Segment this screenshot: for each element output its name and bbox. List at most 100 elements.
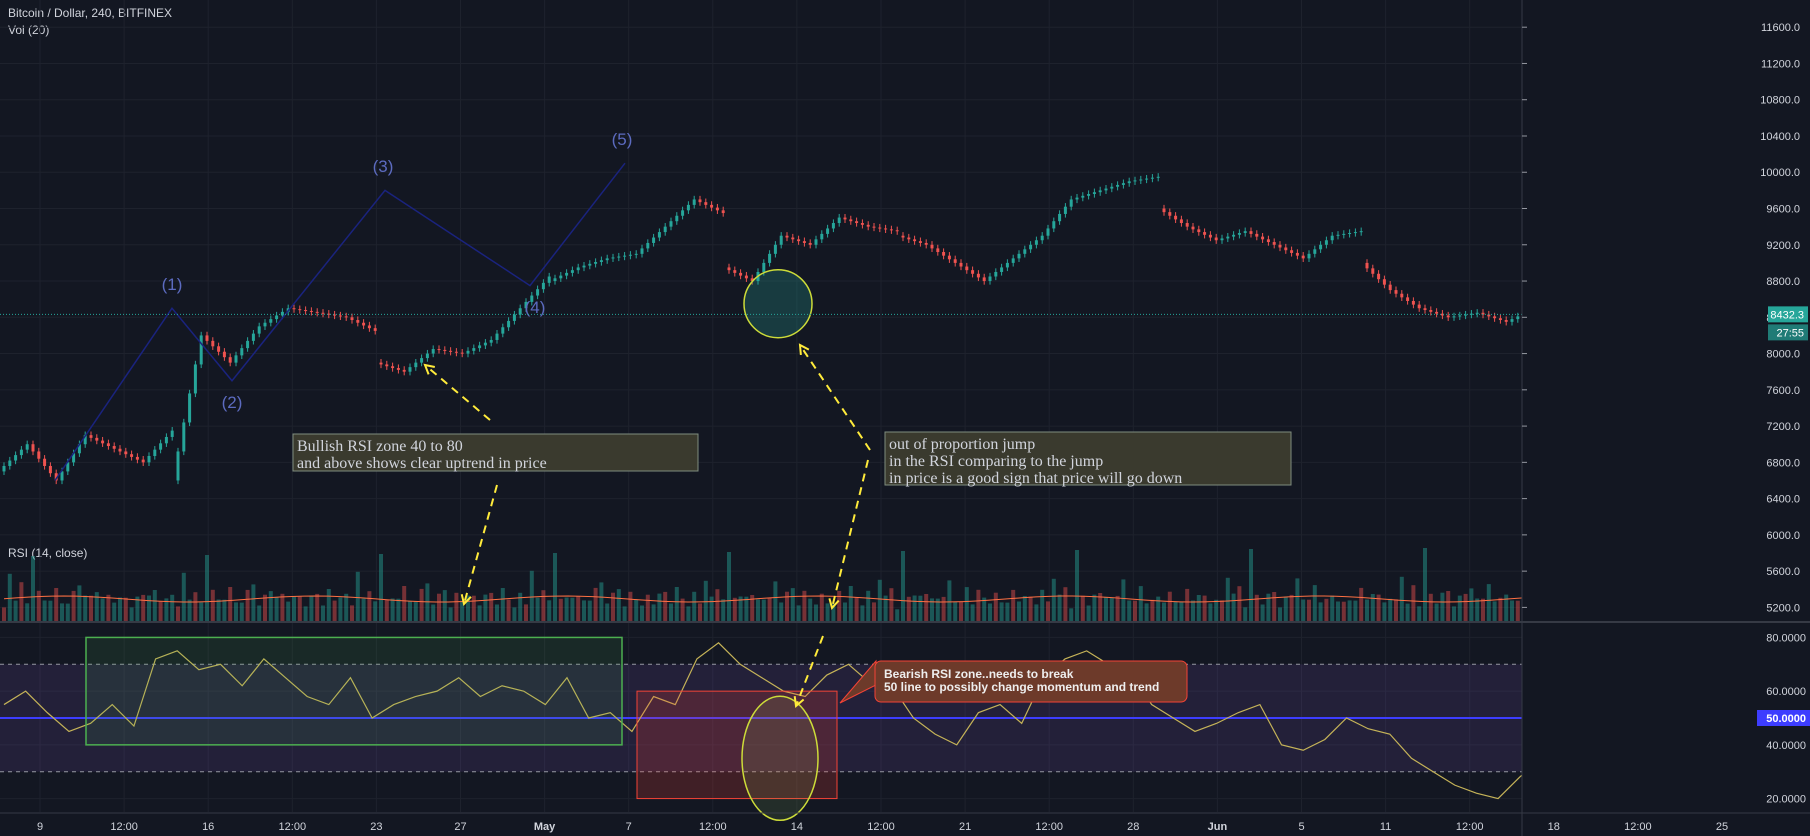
symbol-title[interactable]: Bitcoin / Dollar, 240, BITFINEX	[8, 6, 173, 20]
volume-bar	[141, 594, 146, 621]
annotation-arrowhead	[423, 363, 435, 375]
candle-body	[1411, 300, 1415, 305]
candle-body	[501, 327, 505, 334]
volume-bar	[361, 598, 366, 621]
volume-bar	[1417, 606, 1422, 621]
volume-bar	[489, 592, 494, 621]
candle-body	[240, 348, 244, 356]
volume-bar	[1295, 578, 1300, 621]
volume-bar	[60, 603, 64, 621]
volume-bar	[1446, 591, 1451, 621]
volume-bar	[518, 592, 523, 621]
volume-bar	[819, 593, 824, 621]
candle-body	[1034, 240, 1038, 245]
price-tick-label: 11600.0	[1761, 22, 1800, 34]
candle-body	[327, 313, 331, 315]
candle-body	[1058, 213, 1062, 222]
candle-body	[304, 310, 308, 312]
volume-bar	[761, 599, 766, 621]
candle-body	[884, 228, 888, 230]
candle-body	[8, 460, 12, 466]
candle-body	[739, 272, 743, 276]
annotation-arrowhead	[460, 594, 472, 607]
candle-body	[785, 235, 789, 238]
price-tick-label: 10800.0	[1760, 95, 1800, 107]
candle-body	[2, 465, 6, 472]
volume-bar	[796, 605, 801, 621]
rsi-pane-label[interactable]: RSI (14, close)	[8, 546, 88, 560]
annotation-arrow	[463, 484, 498, 605]
candle-body	[1400, 293, 1404, 298]
volume-bars	[2, 548, 1625, 621]
candle-body	[1226, 236, 1230, 239]
volume-bar	[605, 603, 610, 621]
volume-bar	[935, 598, 940, 621]
time-tick-label: May	[534, 821, 556, 833]
time-tick-label: 16	[202, 821, 214, 833]
rsi-line	[3, 642, 1629, 800]
candle-body	[1081, 195, 1085, 198]
volume-bar	[454, 592, 459, 621]
elliott-wave-line	[54, 162, 626, 481]
time-tick-label: 7	[626, 821, 632, 833]
volume-bar	[379, 554, 383, 621]
volume-bar	[245, 589, 250, 621]
volume-bar	[1411, 585, 1416, 621]
candle-body	[936, 248, 940, 253]
candle-body	[530, 295, 534, 302]
volume-bar	[1191, 600, 1195, 621]
candle-body	[1493, 316, 1497, 319]
volume-bar	[187, 599, 192, 621]
volume-bar	[529, 570, 534, 621]
volume-bar	[303, 606, 308, 621]
candle-body	[779, 235, 783, 245]
candle-body	[362, 322, 366, 326]
volume-bar	[1104, 597, 1108, 621]
volume-indicator-label[interactable]: Vol (20)	[8, 23, 50, 37]
candle-body	[1406, 297, 1410, 301]
time-tick-label: 12:00	[699, 821, 727, 833]
volume-bar	[36, 590, 41, 621]
candle-body	[420, 358, 424, 363]
candle-body	[1249, 231, 1253, 234]
candle-body	[1301, 255, 1305, 259]
candle-body	[524, 301, 528, 309]
volume-ma-line	[3, 595, 1625, 603]
candle-body	[1290, 250, 1294, 253]
candle-body	[594, 261, 598, 264]
candle-body	[512, 314, 516, 321]
volume-bar	[332, 600, 337, 621]
candle-body	[472, 348, 476, 351]
candle-body	[188, 393, 192, 423]
candle-body	[895, 230, 899, 232]
volume-bar	[408, 601, 412, 621]
volume-bar	[1080, 595, 1085, 621]
candle-body	[744, 275, 748, 279]
volume-bar	[210, 589, 215, 621]
price-tick-label: 5600.0	[1766, 566, 1800, 578]
candle-body	[1139, 179, 1143, 181]
candle-body	[315, 311, 319, 313]
candle-body	[1487, 314, 1491, 317]
volume-bar	[1388, 598, 1393, 621]
volume-bar	[54, 588, 59, 621]
volume-bar	[1040, 589, 1045, 621]
candle-body	[385, 364, 389, 367]
candle-body	[1023, 249, 1027, 254]
volume-bar	[1185, 588, 1190, 621]
volume-bar	[1347, 600, 1352, 621]
volume-bar	[384, 599, 389, 621]
candle-body	[930, 244, 934, 249]
volume-bar	[1515, 600, 1520, 621]
candle-body	[1150, 177, 1154, 179]
volume-bar	[628, 591, 633, 621]
volume-bar	[390, 598, 395, 621]
candle-body	[623, 255, 627, 257]
volume-bar	[1434, 603, 1439, 621]
candle-body	[802, 241, 806, 243]
volume-bar	[170, 594, 175, 621]
countdown-badge	[1768, 324, 1808, 341]
candle-body	[1324, 240, 1328, 245]
volume-bar	[785, 591, 789, 621]
